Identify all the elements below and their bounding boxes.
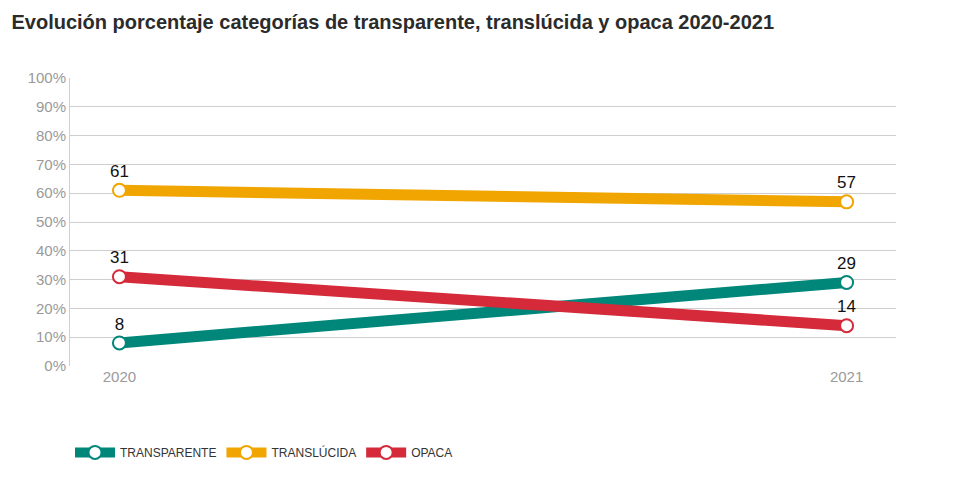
svg-text:OPACA: OPACA [411,446,452,460]
svg-text:20%: 20% [36,300,66,317]
svg-text:31: 31 [110,248,129,267]
svg-text:10%: 10% [36,328,66,345]
svg-text:14: 14 [837,297,856,316]
svg-text:2020: 2020 [103,368,136,385]
svg-text:TRANSLÚCIDA: TRANSLÚCIDA [271,445,356,460]
svg-text:60%: 60% [36,184,66,201]
svg-text:0%: 0% [44,357,66,374]
svg-text:2021: 2021 [830,368,863,385]
svg-text:30%: 30% [36,271,66,288]
svg-text:70%: 70% [36,156,66,173]
svg-text:TRANSPARENTE: TRANSPARENTE [120,446,216,460]
svg-text:90%: 90% [36,98,66,115]
svg-text:80%: 80% [36,127,66,144]
svg-text:Evolución porcentaje categoría: Evolución porcentaje categorías de trans… [11,11,774,33]
svg-text:50%: 50% [36,213,66,230]
svg-text:8: 8 [115,315,124,334]
svg-text:57: 57 [837,173,856,192]
svg-text:61: 61 [110,162,129,181]
svg-text:100%: 100% [28,69,66,86]
svg-text:29: 29 [837,254,856,273]
svg-text:40%: 40% [36,242,66,259]
